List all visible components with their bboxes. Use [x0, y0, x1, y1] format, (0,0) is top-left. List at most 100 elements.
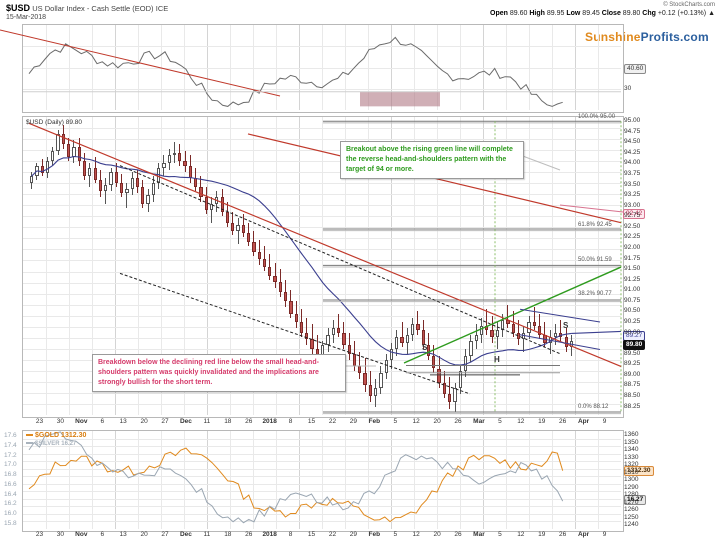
grid-line-horizontal	[23, 294, 621, 295]
x-axis-label: 29	[349, 418, 357, 425]
silver-y-label: 16.0	[4, 510, 17, 518]
x-axis-secondary: 23 30 Nov 6 13 20 27 Dec 11 18 26 2018 8 15 22 29 Feb 5 12…	[0, 531, 721, 539]
x-axis: 23 30 Nov 6 13 20 27 Dec 11 18 26 2018 8 15 22 29 Feb 5 12…	[0, 418, 721, 428]
candle-wick	[523, 326, 525, 352]
x-axis-label: 19	[538, 418, 546, 425]
grid-line-vertical	[253, 117, 254, 415]
x-axis-label: Nov	[75, 418, 88, 425]
candlestick	[411, 324, 415, 335]
gold-line	[28, 447, 564, 523]
candlestick	[146, 195, 150, 204]
small-hs-lower	[519, 334, 601, 350]
price-y-label: 89.25	[624, 360, 641, 368]
grid-line-vertical	[345, 431, 346, 529]
price-y-label: 94.75	[624, 127, 641, 135]
x-axis-label: Mar	[473, 531, 485, 538]
candlestick	[51, 150, 55, 162]
grid-line-vertical	[138, 25, 139, 110]
candlestick	[416, 324, 420, 331]
fib-label-382: 38.2% 90.77	[578, 291, 612, 297]
candlestick	[379, 372, 383, 388]
x-axis-label: 5	[393, 418, 398, 425]
grid-line-horizontal	[23, 272, 621, 273]
candlestick	[45, 161, 50, 173]
candlestick	[262, 258, 267, 268]
price-y-label: 91.25	[624, 275, 641, 283]
candlestick	[336, 328, 341, 333]
price-y-label: 91.50	[624, 265, 641, 273]
candlestick	[294, 313, 298, 322]
grid-line-vertical	[115, 25, 116, 110]
grid-line-vertical	[529, 431, 530, 529]
rsi-value-badge: 40.60	[624, 64, 647, 74]
grid-line-horizontal	[23, 499, 621, 500]
quote-bar: Open 89.60 High 89.95 Low 89.45 Close 89…	[490, 10, 715, 17]
silver-y-label: 16.6	[4, 480, 17, 488]
candlestick	[268, 267, 272, 276]
grid-line-vertical	[391, 117, 392, 415]
candlestick	[342, 332, 346, 346]
grid-line-vertical	[207, 117, 208, 415]
candlestick	[284, 292, 288, 301]
x-axis-label: 27	[161, 418, 169, 425]
candlestick	[236, 224, 240, 232]
candlestick	[199, 186, 203, 198]
close-value: 89.80	[622, 10, 641, 17]
x-axis-label: 30	[56, 418, 64, 425]
x-axis-label: 11	[203, 418, 211, 425]
metals-legend: $GOLD 1312.30 $SILVER 16.27	[26, 432, 86, 447]
grid-line-horizontal	[23, 461, 621, 462]
grid-line-vertical	[138, 117, 139, 415]
gold-y-label: 1360	[624, 431, 639, 438]
silver-y-label: 16.8	[4, 471, 17, 479]
price-y-label: 95.00	[624, 117, 641, 125]
grid-line-horizontal	[23, 327, 621, 328]
candlestick	[273, 275, 277, 282]
x-axis-label: 19	[538, 531, 546, 538]
gold-y-label: 1340	[624, 446, 639, 453]
candlestick	[88, 167, 92, 177]
grid-line-vertical	[437, 431, 438, 529]
legend-gold-label: $GOLD 1312.30	[35, 432, 87, 439]
candle-wick	[359, 351, 361, 380]
grid-line-vertical	[483, 431, 484, 529]
grid-line-horizontal	[23, 139, 621, 140]
silver-y-label: 17.2	[4, 451, 17, 459]
grid-line-horizontal	[23, 393, 621, 394]
x-axis-label: Feb	[368, 531, 381, 538]
small-hs-upper	[519, 308, 601, 323]
candle-wick	[306, 317, 308, 346]
fib-label-0: 0.0% 88.12	[578, 404, 609, 410]
grid-line-vertical	[437, 25, 438, 110]
x-axis-label: 5	[393, 531, 398, 538]
candlestick	[421, 330, 425, 346]
grid-line-horizontal	[23, 172, 621, 173]
price-y-label: 92.75	[624, 212, 641, 220]
symbol-label: $USD	[6, 3, 31, 13]
candlestick	[93, 167, 97, 181]
grid-line-horizontal	[23, 514, 621, 515]
x-axis-label: 15	[307, 418, 316, 425]
grid-line-vertical	[46, 117, 47, 415]
gold-y-label: 1250	[624, 513, 639, 521]
candle-wick	[311, 324, 313, 354]
exchange-label: ICE	[155, 4, 169, 13]
candlestick	[178, 152, 182, 162]
high-value: 89.95	[546, 10, 565, 17]
candlestick	[442, 383, 447, 394]
grid-line-horizontal	[23, 89, 621, 90]
grid-line-horizontal	[23, 283, 621, 284]
price-y-label: 88.50	[624, 391, 641, 399]
candlestick	[389, 349, 394, 361]
candlestick	[532, 322, 536, 327]
price-y-label: 90.00	[624, 328, 641, 336]
price-y-label: 91.75	[624, 254, 641, 262]
fib-label-50: 50.0% 91.59	[578, 257, 612, 263]
grid-line-horizontal	[23, 446, 621, 447]
gold-swatch-icon	[26, 434, 33, 437]
candle-wick	[486, 309, 488, 335]
grid-line-vertical	[529, 117, 530, 415]
grid-line-horizontal	[23, 439, 621, 440]
grid-line-vertical	[460, 25, 461, 110]
candle-wick	[211, 197, 213, 223]
